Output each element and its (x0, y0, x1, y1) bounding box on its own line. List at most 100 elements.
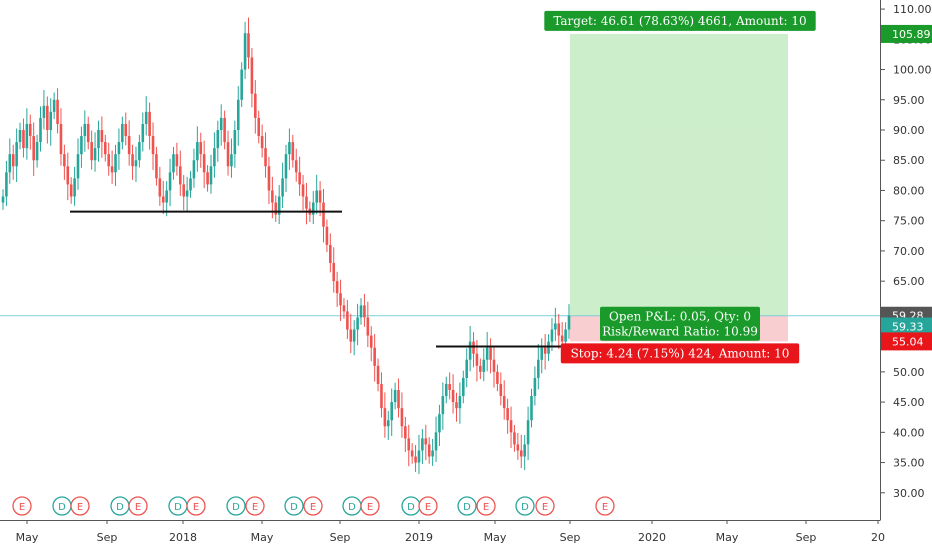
candle-body (199, 142, 203, 155)
dividend-event-icon[interactable]: D (515, 496, 535, 516)
candle-body (69, 184, 73, 197)
candle-body (530, 396, 533, 421)
candle-body (315, 190, 318, 203)
event-letter: D (290, 502, 298, 513)
price-tick-label: 65.00 (893, 275, 925, 288)
candle (202, 140, 206, 189)
candle-body (407, 438, 411, 451)
candle (189, 171, 192, 198)
candle (264, 132, 267, 178)
earnings-event-icon[interactable]: E (360, 496, 380, 516)
price-axis[interactable]: 110.00105.00100.0095.0090.0085.0080.0075… (880, 0, 932, 520)
candle-body (506, 408, 509, 421)
candle (335, 271, 339, 307)
candle-body (240, 69, 243, 100)
earnings-event-icon[interactable]: E (128, 496, 148, 516)
candle-body (537, 359, 540, 378)
candle-body (386, 420, 390, 427)
candle (410, 443, 414, 464)
candle-body (329, 244, 332, 264)
candle (144, 96, 148, 136)
event-circle (595, 496, 615, 516)
candle (11, 144, 15, 180)
candle-body (267, 166, 271, 191)
candle (168, 158, 172, 207)
candle-body (274, 202, 278, 215)
rr-text: Risk/Reward Ratio: 10.99 (602, 325, 758, 339)
candle-body (414, 456, 417, 463)
price-tick-label: 45.00 (893, 396, 925, 409)
candle (499, 372, 503, 406)
candle-body (175, 154, 179, 167)
event-circle (457, 496, 477, 516)
candle (363, 293, 366, 327)
candle-body (131, 154, 134, 167)
candle-body (523, 444, 526, 457)
stop-label: Stop: 4.24 (7.15%) 424, Amount: 10 (560, 343, 800, 364)
candle-body (277, 196, 281, 215)
candle-body (42, 105, 46, 118)
candle (400, 392, 404, 438)
candle (492, 346, 496, 388)
earnings-event-icon[interactable]: E (12, 496, 32, 516)
candle (530, 388, 533, 428)
dividend-event-icon[interactable]: D (401, 496, 421, 516)
candle-body (489, 347, 492, 360)
candle (32, 122, 35, 176)
earnings-event-icon[interactable]: E (303, 496, 323, 516)
dividend-event-icon[interactable]: D (342, 496, 362, 516)
event-letter: E (19, 502, 25, 513)
candle (22, 118, 25, 158)
earnings-event-icon[interactable]: E (595, 496, 615, 516)
time-axis[interactable]: May Sep 2018 May Sep 2019 May Sep 2020 May Sep 20 (0, 520, 885, 544)
candle (141, 112, 145, 152)
candle (369, 326, 373, 362)
candle (103, 134, 107, 162)
earnings-event-icon[interactable]: E (476, 496, 496, 516)
candle (284, 144, 288, 192)
earnings-event-icon[interactable]: E (70, 496, 90, 516)
dividend-event-icon[interactable]: D (110, 496, 130, 516)
dividend-event-icon[interactable]: D (168, 496, 188, 516)
price-tag: 105.89 (881, 24, 932, 43)
candle-body (223, 117, 226, 143)
candle-body (325, 226, 329, 245)
candle-body (168, 172, 172, 191)
dividend-event-icon[interactable]: D (52, 496, 72, 516)
price-axis-bg (880, 0, 932, 520)
candle (267, 156, 271, 205)
earnings-event-icon[interactable]: E (418, 496, 438, 516)
candle-body (219, 117, 223, 130)
event-letter: E (602, 502, 608, 513)
candle-body (482, 359, 486, 372)
dividend-event-icon[interactable]: D (284, 496, 304, 516)
candle-body (250, 57, 254, 94)
candle (165, 181, 168, 217)
earnings-event-icon[interactable]: E (186, 496, 206, 516)
candle-body (233, 130, 237, 155)
candle-body (305, 196, 308, 209)
dividend-event-icon[interactable]: D (457, 496, 477, 516)
candle (444, 376, 448, 404)
price-tick-label: 35.00 (893, 457, 925, 470)
position-tool[interactable] (0, 33, 880, 342)
candle-body (492, 359, 496, 372)
candle (431, 438, 434, 466)
dividend-event-icon[interactable]: D (226, 496, 246, 516)
candle (182, 175, 186, 211)
earnings-event-icon[interactable]: E (245, 496, 265, 516)
candle-body (496, 371, 499, 384)
candle-body (161, 196, 165, 203)
candle-body (533, 377, 537, 397)
candle (325, 219, 329, 253)
candle-body (179, 166, 182, 185)
candle-body (543, 347, 547, 354)
candle (311, 191, 315, 225)
candle-body (185, 190, 189, 197)
candle (349, 313, 353, 354)
candle (434, 416, 438, 462)
event-letter: E (135, 502, 141, 513)
candle-body (90, 142, 93, 161)
earnings-event-icon[interactable]: E (535, 496, 555, 516)
